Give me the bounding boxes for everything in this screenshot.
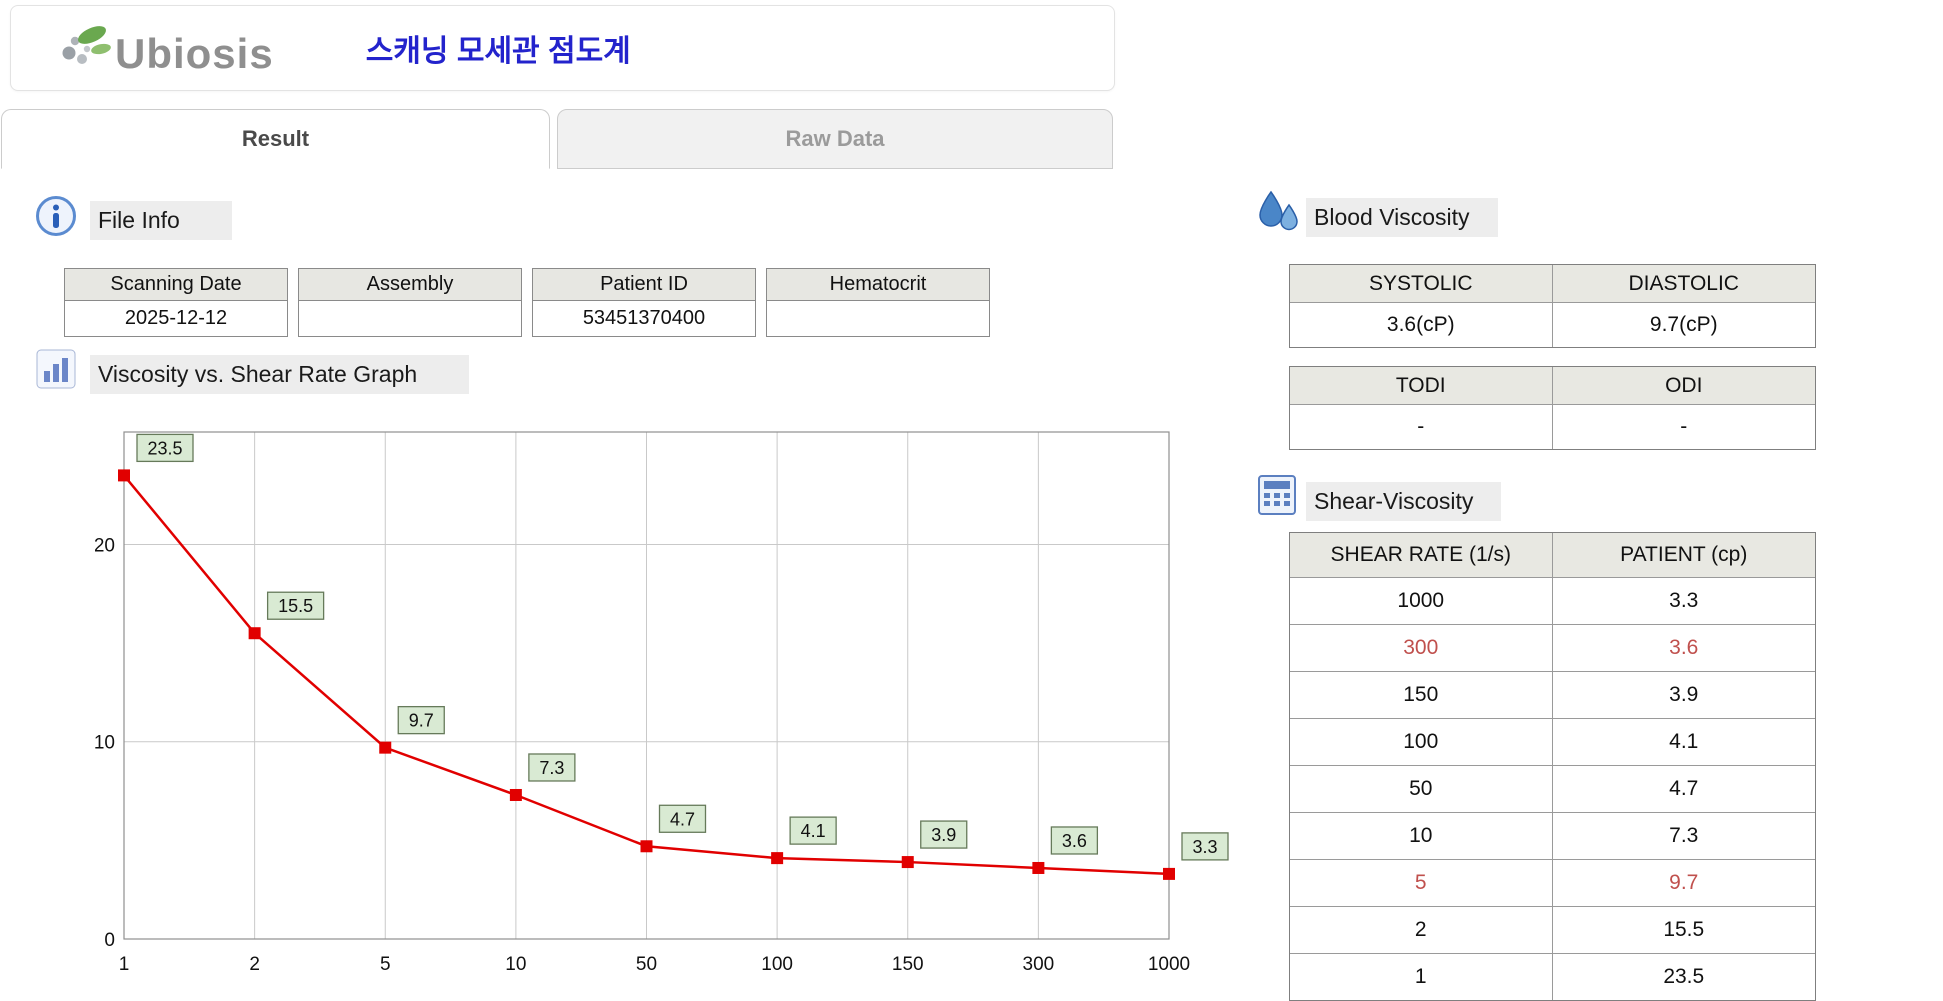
svg-text:0: 0	[104, 930, 115, 951]
patient-viscosity-value: 3.6	[1669, 636, 1699, 659]
blood-viscosity-table: SYSTOLIC DIASTOLIC 3.6(cP) 9.7(cP)	[1289, 264, 1816, 348]
info-icon	[36, 196, 76, 241]
viscosity-chart-svg: 0 10 20 1 2 5 10 50 100 150 300 1000 23.5 15.5 9.7 7.3 4…	[95, 431, 1229, 975]
patient-viscosity-value: 4.7	[1669, 777, 1699, 800]
todi-value: -	[1290, 405, 1553, 449]
app-header: Ubiosis 스캐닝 모세관 점도계	[10, 5, 1115, 91]
svg-text:23.5: 23.5	[147, 438, 182, 458]
shear-viscosity-row: 1000 3.3	[1290, 577, 1815, 624]
svg-text:3.6: 3.6	[1062, 831, 1087, 851]
todi-odi-table: TODI ODI - -	[1289, 366, 1816, 450]
svg-text:15.5: 15.5	[278, 596, 313, 616]
field-label: Hematocrit	[767, 269, 989, 301]
tab-result[interactable]: Result	[1, 109, 550, 169]
svg-text:10: 10	[95, 733, 115, 754]
svg-text:50: 50	[636, 954, 657, 975]
shear-viscosity-row: 1 23.5	[1290, 953, 1815, 1000]
patient-viscosity-value: 15.5	[1663, 918, 1705, 941]
shear-viscosity-row: 2 15.5	[1290, 906, 1815, 953]
systolic-value: 3.6(cP)	[1290, 303, 1553, 347]
svg-text:20: 20	[95, 535, 115, 556]
patient-viscosity-value: 9.7	[1669, 871, 1699, 894]
shear-viscosity-rows: 1000 3.3 300 3.6 150 3.9 100 4.1 50 4.7 10 7.3 5 9.7 2…	[1290, 577, 1815, 1000]
svg-text:10: 10	[505, 954, 526, 975]
svg-text:100: 100	[761, 954, 793, 975]
svg-text:150: 150	[892, 954, 924, 975]
field-value	[299, 301, 521, 336]
shear-viscosity-row: 150 3.9	[1290, 671, 1815, 718]
svg-text:300: 300	[1023, 954, 1055, 975]
file-info-fields: Scanning Date 2025-12-12 Assembly Patient I…	[64, 268, 990, 337]
file-info-field-assembly: Assembly	[298, 268, 522, 337]
shear-viscosity-row: 100 4.1	[1290, 718, 1815, 765]
odi-header: ODI	[1552, 367, 1815, 405]
shear-rate-value: 150	[1290, 672, 1553, 718]
ubiosis-logo: Ubiosis	[59, 22, 274, 75]
file-info-field-hematocrit: Hematocrit	[766, 268, 990, 337]
page-title: 스캐닝 모세관 점도계	[365, 35, 631, 68]
patient-viscosity-value: 3.3	[1669, 589, 1699, 612]
shear-viscosity-table-header: SHEAR RATE (1/s) PATIENT (cp)	[1290, 533, 1815, 577]
calculator-icon	[1256, 474, 1298, 521]
patient-viscosity-value: 3.9	[1669, 683, 1699, 706]
shear-viscosity-row: 50 4.7	[1290, 765, 1815, 812]
odi-value: -	[1552, 405, 1815, 449]
blood-viscosity-section-label: Blood Viscosity	[1306, 198, 1498, 237]
field-label: Scanning Date	[65, 269, 287, 301]
shear-rate-value: 1000	[1290, 578, 1553, 624]
svg-text:3.9: 3.9	[931, 825, 956, 845]
shear-rate-value: 100	[1290, 719, 1553, 765]
shear-viscosity-row: 10 7.3	[1290, 812, 1815, 859]
diastolic-value: 9.7(cP)	[1552, 303, 1815, 347]
shear-rate-header: SHEAR RATE (1/s)	[1290, 533, 1553, 577]
shear-viscosity-table: SHEAR RATE (1/s) PATIENT (cp) 1000 3.3 300…	[1289, 532, 1816, 1001]
viscosity-chart: 0 10 20 1 2 5 10 50 100 150 300 1000 23.5 15.5 9.7 7.3 4…	[95, 420, 1235, 995]
file-info-section-label: File Info	[90, 201, 232, 240]
svg-text:4.1: 4.1	[801, 821, 826, 841]
shear-viscosity-row: 300 3.6	[1290, 624, 1815, 671]
svg-text:4.7: 4.7	[670, 809, 695, 829]
diastolic-header: DIASTOLIC	[1552, 265, 1815, 303]
field-label: Patient ID	[533, 269, 755, 301]
shear-rate-value: 1	[1290, 954, 1553, 1000]
todi-header: TODI	[1290, 367, 1553, 405]
field-value	[767, 301, 989, 336]
shear-viscosity-row: 5 9.7	[1290, 859, 1815, 906]
patient-viscosity-value: 23.5	[1663, 965, 1705, 988]
svg-text:1000: 1000	[1148, 954, 1190, 975]
svg-text:1: 1	[119, 954, 130, 975]
leaf-icon	[59, 22, 113, 75]
shear-rate-value: 300	[1290, 625, 1553, 671]
svg-text:2: 2	[249, 954, 260, 975]
file-info-field-patient-id: Patient ID 53451370400	[532, 268, 756, 337]
field-value: 53451370400	[582, 307, 706, 329]
patient-header: PATIENT (cp)	[1620, 543, 1748, 566]
svg-text:3.3: 3.3	[1192, 837, 1217, 857]
patient-viscosity-value: 4.1	[1669, 730, 1699, 753]
field-value: 2025-12-12	[124, 307, 228, 329]
field-label: Assembly	[299, 269, 521, 301]
shear-rate-value: 10	[1290, 813, 1553, 859]
svg-text:5: 5	[380, 954, 391, 975]
file-info-field-scanning-date: Scanning Date 2025-12-12	[64, 268, 288, 337]
water-drops-icon	[1256, 190, 1300, 239]
patient-viscosity-value: 7.3	[1669, 824, 1699, 847]
systolic-header: SYSTOLIC	[1290, 265, 1553, 303]
svg-text:9.7: 9.7	[409, 711, 434, 731]
shear-viscosity-section-label: Shear-Viscosity	[1306, 482, 1502, 521]
shear-rate-value: 50	[1290, 766, 1553, 812]
brand-name: Ubiosis	[115, 29, 274, 77]
svg-text:7.3: 7.3	[539, 758, 564, 778]
shear-rate-value: 2	[1290, 907, 1553, 953]
bar-chart-icon	[36, 349, 76, 394]
tab-raw-data[interactable]: Raw Data	[557, 109, 1113, 169]
shear-rate-value: 5	[1290, 860, 1553, 906]
graph-section-label: Viscosity vs. Shear Rate Graph	[90, 355, 470, 394]
